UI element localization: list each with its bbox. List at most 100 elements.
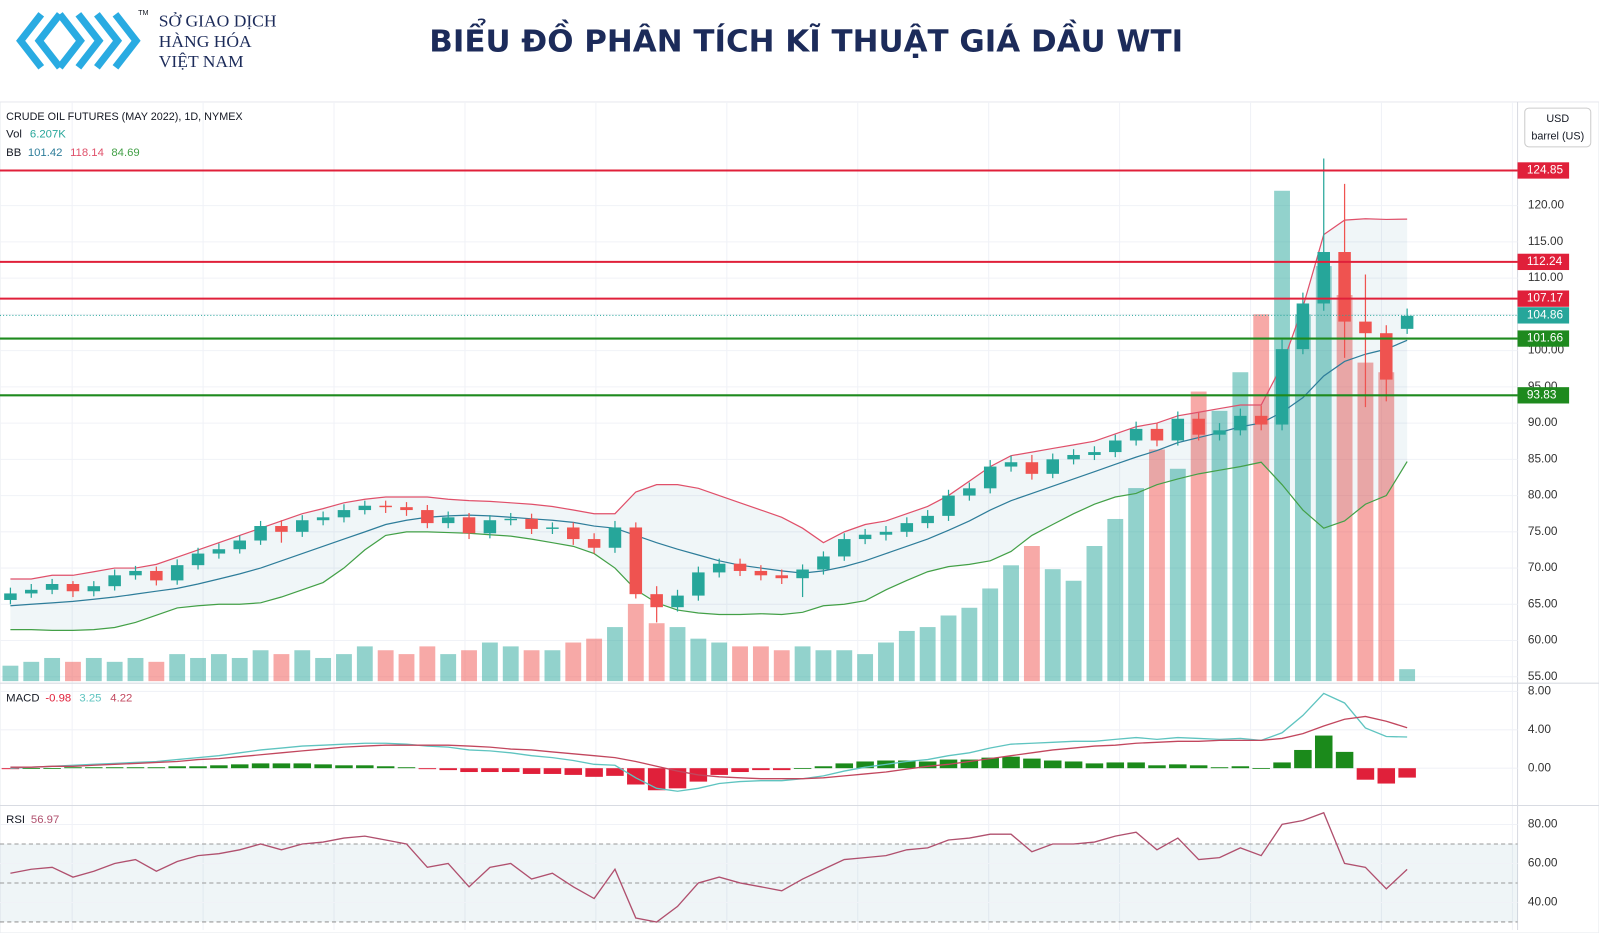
y-tick-label: 55.00: [1528, 670, 1558, 683]
volume-bar: [1003, 565, 1019, 682]
volume-bar: [1274, 190, 1290, 682]
candle-body: [1400, 315, 1414, 329]
volume-bar: [1086, 546, 1103, 682]
candle-body: [983, 466, 997, 489]
candle-body: [296, 520, 309, 532]
macd-line: [10, 692, 1408, 792]
volume-bar: [961, 607, 978, 682]
volume-bar: [836, 650, 853, 682]
candle-body: [1004, 462, 1018, 467]
macd-hist: [564, 768, 583, 775]
level-label: 112.24: [1527, 255, 1563, 268]
level-badge: [1517, 307, 1570, 324]
macd-hist: [210, 765, 228, 769]
candle-body: [692, 572, 705, 596]
volume-bar: [732, 646, 748, 682]
volume-bar: [502, 646, 519, 682]
candle-body: [1129, 428, 1143, 441]
candle-body: [1171, 418, 1185, 441]
level-badge: [1517, 290, 1570, 307]
macd-hist: [293, 763, 312, 769]
logo-text: HÀNG HÓA: [159, 31, 252, 51]
volume-bar: [1399, 669, 1416, 682]
macd-hist: [43, 768, 61, 770]
macd-hist: [1335, 751, 1354, 769]
macd-hist: [752, 768, 770, 771]
candle-body: [838, 539, 851, 557]
vol-value: 6.207K: [30, 129, 66, 141]
volume-bar: [440, 654, 457, 682]
y-tick-label: 75.00: [1528, 525, 1558, 538]
macd-hist: [376, 766, 395, 769]
y-tick-label: 60.00: [1528, 634, 1558, 647]
candle-body: [4, 593, 17, 600]
macd-hist: [898, 760, 916, 769]
macd-hist: [1043, 760, 1062, 769]
vol-label: Vol: [6, 129, 22, 141]
candle-body: [1109, 440, 1122, 453]
candle-body: [567, 527, 580, 540]
volume-bar: [1149, 449, 1165, 682]
macd-hist: [230, 764, 249, 769]
candle-body: [671, 595, 684, 608]
macd-hist: [439, 768, 457, 771]
rsi-value: 56.97: [31, 814, 59, 826]
macd-hist: [731, 768, 749, 773]
candle-body: [462, 517, 476, 534]
chart-frame: [0, 101, 1599, 933]
bb-middle: [10, 339, 1408, 607]
unit-box: [1524, 107, 1592, 148]
volume-bar: [23, 661, 40, 682]
volume-bar: [1107, 518, 1124, 682]
macd-hist: [168, 766, 186, 769]
bb-fill: [10, 218, 1408, 631]
volume-bar: [627, 603, 644, 682]
macd-hist: [335, 765, 353, 769]
rsi-line: [10, 811, 1408, 923]
candle-body: [879, 531, 893, 535]
macd-hist: [1273, 762, 1291, 769]
volume-bar: [815, 650, 832, 682]
macd-hist: [460, 768, 478, 773]
candle-body: [1150, 428, 1164, 441]
macd-hist: [1148, 765, 1166, 769]
candle-body: [1275, 349, 1289, 425]
macd-hist: [793, 768, 812, 770]
macd-hist: [1, 768, 20, 770]
volume-bar: [857, 654, 874, 682]
candle-body: [921, 515, 934, 524]
macd-hist: [647, 768, 666, 791]
macd-value: 4.22: [110, 692, 132, 704]
macd-hist: [710, 768, 728, 775]
candle-body: [1192, 418, 1205, 435]
macd-hist: [251, 763, 270, 769]
candle-body: [45, 584, 59, 590]
volume-bar: [127, 657, 144, 682]
volume-bar: [878, 642, 894, 682]
page-title: BIỂU ĐỒ PHÂN TÍCH KĨ THUẬT GIÁ DẦU WTI: [429, 18, 1183, 59]
volume-bar: [419, 646, 436, 682]
macd-hist: [1377, 768, 1396, 784]
y-tick-label: 4.00: [1528, 723, 1552, 736]
volume-bar: [106, 661, 123, 682]
volume-bar: [252, 650, 269, 682]
level-label: 101.66: [1527, 332, 1564, 345]
logo: [16, 12, 141, 70]
logo-text: VIỆT NAM: [159, 51, 244, 71]
volume-bar: [752, 646, 769, 682]
candle-body: [525, 518, 538, 529]
macd-hist: [918, 761, 937, 769]
macd-hist: [64, 767, 82, 769]
volume-bar: [523, 650, 540, 682]
macd-hist: [1169, 764, 1187, 769]
macd-hist: [1106, 762, 1125, 769]
macd-hist: [1231, 766, 1250, 769]
volume-bar: [648, 623, 665, 682]
macd-hist: [814, 766, 833, 769]
macd-hist: [835, 763, 854, 769]
macd-hist: [522, 768, 541, 774]
y-tick-label: 110.00: [1528, 271, 1564, 284]
candle-body: [1067, 454, 1080, 460]
candle-body: [129, 570, 142, 576]
volume-bar: [65, 661, 81, 682]
